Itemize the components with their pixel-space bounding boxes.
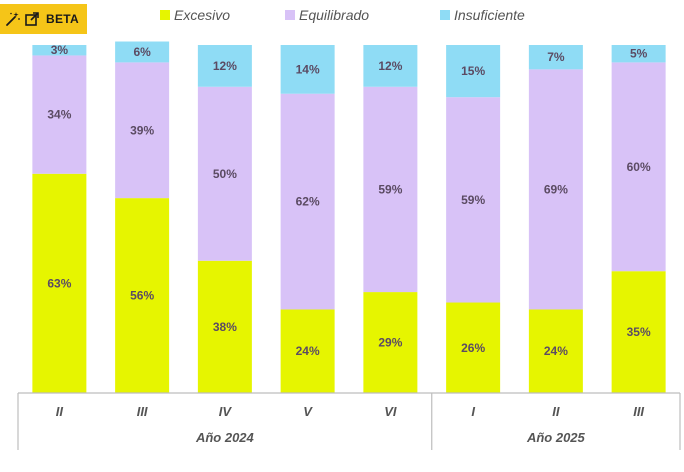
bar-segment-equilibrado-3 [197, 86, 252, 261]
chart-legend: Excesivo Equilibrado Insuficiente [160, 7, 525, 23]
category-label-8: III [633, 404, 644, 419]
beta-badge[interactable]: BETA [0, 4, 87, 34]
bar-segment-insuficiente-6 [446, 45, 501, 98]
data-label-insuficiente-7: 7% [547, 50, 565, 64]
bar-segment-insuficiente-7 [528, 45, 583, 70]
data-label-excesivo-4: 24% [296, 344, 320, 358]
bar-segment-insuficiente-8 [611, 45, 666, 63]
data-label-insuficiente-8: 5% [630, 47, 648, 61]
data-label-excesivo-2: 56% [130, 289, 154, 303]
bar-segment-insuficiente-1 [32, 45, 87, 56]
data-label-equilibrado-5: 59% [378, 182, 402, 196]
legend-label-excesivo: Excesivo [174, 7, 230, 23]
bar-segment-excesivo-3 [197, 260, 252, 393]
bar-segment-equilibrado-7 [528, 69, 583, 310]
bar-segment-insuficiente-4 [280, 45, 335, 94]
bar-segment-insuficiente-3 [197, 45, 252, 87]
data-label-excesivo-1: 63% [47, 276, 71, 290]
data-label-equilibrado-2: 39% [130, 123, 154, 137]
data-label-excesivo-3: 38% [213, 320, 237, 334]
bar-segment-excesivo-6 [446, 302, 501, 393]
data-label-insuficiente-3: 12% [213, 59, 237, 73]
bar-segment-equilibrado-6 [446, 97, 501, 303]
legend-label-insuficiente: Insuficiente [454, 7, 525, 23]
bar-segment-equilibrado-1 [32, 55, 87, 174]
bar-segment-excesivo-2 [115, 198, 170, 393]
data-label-insuficiente-2: 6% [133, 45, 151, 59]
data-label-excesivo-5: 29% [378, 336, 402, 350]
category-label-5: VI [384, 404, 397, 419]
legend-swatch-equilibrado [285, 10, 295, 20]
data-label-excesivo-8: 35% [627, 325, 651, 339]
bar-segment-excesivo-1 [32, 173, 87, 393]
data-label-excesivo-6: 26% [461, 341, 485, 355]
bar-segment-equilibrado-8 [611, 62, 666, 272]
data-label-equilibrado-4: 62% [296, 195, 320, 209]
data-label-equilibrado-6: 59% [461, 193, 485, 207]
bar-segment-insuficiente-5 [363, 45, 418, 87]
data-label-insuficiente-4: 14% [296, 62, 320, 76]
group-label-ano-2025: Año 2025 [526, 430, 586, 445]
bar-segment-insuficiente-2 [115, 41, 170, 63]
chart-bars: 63% 34% 3% 56% 39% 6% 38% 50% 12% 24% 62% 14% 29% 59%… [32, 41, 666, 393]
data-label-equilibrado-3: 50% [213, 167, 237, 181]
bar-segment-equilibrado-2 [115, 62, 170, 199]
bar-segment-excesivo-8 [611, 271, 666, 393]
category-label-2: III [137, 404, 148, 419]
category-label-1: II [56, 404, 64, 419]
bar-segment-excesivo-7 [528, 309, 583, 393]
legend-label-equilibrado: Equilibrado [299, 7, 369, 23]
bar-segment-equilibrado-4 [280, 93, 335, 310]
category-label-3: IV [219, 404, 233, 419]
group-label-ano-2024: Año 2024 [195, 430, 255, 445]
data-label-equilibrado-8: 60% [627, 160, 651, 174]
data-label-insuficiente-1: 3% [51, 43, 69, 57]
category-label-6: I [471, 404, 475, 419]
bar-segment-excesivo-5 [363, 292, 418, 393]
legend-swatch-excesivo [160, 10, 170, 20]
beta-label: BETA [46, 12, 79, 26]
data-label-equilibrado-7: 69% [544, 182, 568, 196]
data-label-insuficiente-6: 15% [461, 64, 485, 78]
category-label-7: II [552, 404, 560, 419]
bar-segment-equilibrado-5 [363, 86, 418, 293]
magic-wand-icon [6, 12, 20, 26]
data-label-excesivo-7: 24% [544, 344, 568, 358]
external-link-icon [25, 12, 39, 26]
data-label-equilibrado-1: 34% [47, 108, 71, 122]
legend-swatch-insuficiente [440, 10, 450, 20]
bar-segment-excesivo-4 [280, 309, 335, 393]
data-label-insuficiente-5: 12% [378, 59, 402, 73]
category-label-4: V [303, 404, 313, 419]
